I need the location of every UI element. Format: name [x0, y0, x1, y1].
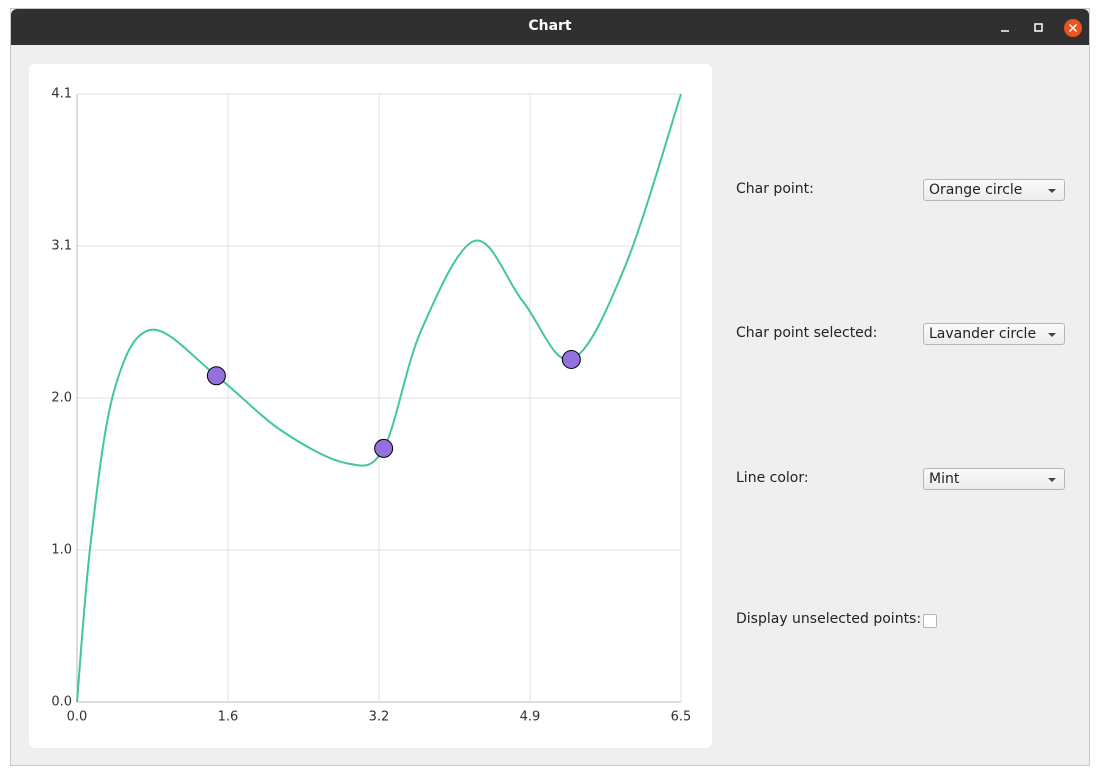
chart: 0.0 1.0 2.0 3.1 4.1 0.0 1.6 3.2 4.9 6.5: [51, 87, 692, 725]
y-tick-label: 4.1: [51, 87, 72, 102]
point-marker: [206, 366, 226, 386]
x-tick-label: 3.2: [369, 710, 390, 725]
combo-box[interactable]: Mint: [923, 468, 1065, 490]
combo-box[interactable]: Lavander circle: [923, 323, 1065, 345]
x-tick-label: 4.9: [520, 710, 541, 725]
x-tick-label: 6.5: [671, 710, 692, 725]
maximize-button[interactable]: [1034, 23, 1043, 32]
y-tick-label: 1.0: [51, 543, 72, 558]
combo-box[interactable]: Orange circle: [923, 179, 1065, 201]
y-tick-label: 0.0: [51, 695, 72, 710]
close-icon: [1068, 23, 1078, 33]
point-marker: [374, 438, 394, 458]
chart-card: 0.0 1.0 2.0 3.1 4.1 0.0 1.6 3.2 4.9 6.5: [29, 64, 712, 748]
y-tick-label: 3.1: [51, 239, 72, 254]
control-label: Char point selected:: [736, 325, 878, 341]
title-bar: Chart: [11, 9, 1089, 45]
y-tick-label: 2.0: [51, 391, 72, 406]
control-label: Line color:: [736, 470, 809, 486]
point-marker: [561, 349, 581, 369]
x-tick-label: 1.6: [218, 710, 239, 725]
window: Chart 0.0 1.0 2.0 3.1 4.1 0.0 1.6 3.2 4.9 6.5 Cha…: [10, 8, 1090, 766]
checkbox[interactable]: [923, 614, 937, 628]
checkbox-label: Display unselected points:: [736, 611, 922, 627]
x-tick-label: 0.0: [67, 710, 88, 725]
window-buttons: [1001, 19, 1082, 37]
control-label: Char point:: [736, 181, 814, 197]
window-title: Chart: [528, 18, 572, 34]
